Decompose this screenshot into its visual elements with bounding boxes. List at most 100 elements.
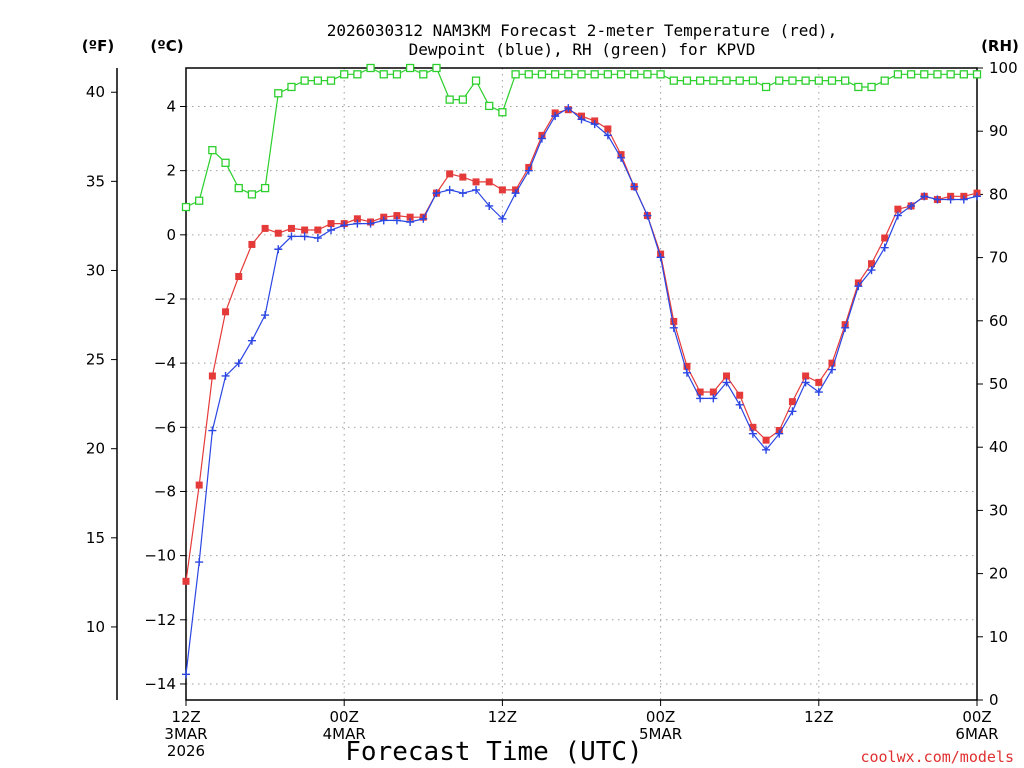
rh-point	[234, 183, 243, 193]
fahrenheit-tick-label: 35	[86, 172, 105, 190]
dewpoint-point	[933, 195, 942, 204]
dewpoint-point	[221, 371, 230, 380]
dewpoint-point	[643, 211, 652, 220]
rh-point	[419, 70, 428, 79]
x-axis-title: Forecast Time (UTC)	[345, 737, 642, 767]
temperature-point	[459, 173, 467, 181]
rh-point	[537, 70, 547, 79]
rh-tick-label: 80	[989, 185, 1008, 203]
dewpoint-point	[498, 214, 507, 223]
rh-tick-label: 90	[989, 122, 1008, 140]
celsius-tick-label: −14	[144, 675, 176, 693]
dewpoint-point	[867, 266, 876, 275]
temperature-point	[195, 481, 203, 489]
rh-point	[880, 76, 889, 85]
rh-point	[458, 95, 468, 104]
dewpoint-point	[946, 195, 955, 204]
x-tick-label: 00Z	[330, 708, 359, 726]
dewpoint-point	[353, 219, 362, 228]
rh-point	[735, 76, 744, 85]
dewpoint-point	[617, 153, 626, 162]
dewpoint-point	[907, 201, 916, 210]
temperature-point	[709, 388, 717, 396]
rh-point	[564, 70, 573, 79]
series-dewpoint	[182, 104, 981, 679]
rh-point	[485, 101, 494, 111]
rh-point	[867, 82, 876, 92]
temperature-point	[498, 186, 506, 194]
temperature-point	[802, 372, 810, 380]
fahrenheit-tick-label: 30	[86, 261, 105, 279]
dewpoint-point	[182, 670, 190, 679]
dewpoint-point	[854, 282, 863, 291]
rh-point	[959, 70, 968, 79]
dewpoint-point	[379, 216, 388, 225]
rh-point	[906, 70, 916, 79]
rh-point	[366, 63, 375, 73]
temperature-point	[446, 170, 454, 178]
dewpoint-point	[709, 394, 718, 403]
temperature-point	[261, 224, 269, 232]
rh-point	[405, 63, 415, 73]
temperature-point	[894, 205, 902, 213]
dewpoint-point	[472, 185, 481, 194]
rh-point	[300, 76, 309, 85]
x-tick-label: 00Z	[962, 708, 991, 726]
temperature-point	[314, 226, 322, 234]
x-tick-label: 6MAR	[955, 725, 998, 743]
series-rh	[181, 63, 982, 212]
rh-point	[920, 70, 929, 79]
temperature-point	[696, 388, 704, 396]
rh-point	[274, 89, 283, 98]
rh-point	[181, 202, 191, 212]
temperature-point	[208, 372, 216, 380]
temperature-point	[353, 215, 361, 223]
rh-point	[630, 70, 639, 79]
rh-point	[326, 76, 336, 85]
dewpoint-point	[419, 214, 428, 223]
rh-point	[260, 183, 270, 193]
rh-point	[933, 70, 942, 79]
dewpoint-point	[590, 120, 599, 129]
dewpoint-point	[630, 182, 639, 191]
rh-point	[208, 146, 217, 155]
dewpoint-point	[432, 189, 441, 198]
celsius-tick-label: −4	[154, 354, 176, 372]
fahrenheit-tick-label: 25	[86, 351, 105, 369]
dewpoint-point	[682, 368, 691, 377]
rh-point	[761, 82, 771, 92]
series-line	[185, 109, 978, 582]
rh-point	[682, 76, 692, 85]
x-tick-label: 2026	[167, 742, 205, 760]
rh-point	[788, 76, 797, 85]
dewpoint-point	[445, 185, 454, 194]
temperature-point	[248, 240, 256, 248]
rh-point	[841, 76, 850, 85]
fahrenheit-tick-label: 10	[86, 618, 105, 636]
temperature-point	[406, 213, 414, 221]
temperature-point	[868, 260, 876, 268]
temperature-point	[393, 212, 401, 220]
celsius-tick-label: 4	[166, 97, 176, 115]
dewpoint-point	[247, 336, 256, 345]
dewpoint-point	[261, 311, 270, 320]
dewpoint-point	[406, 217, 415, 226]
rh-tick-label: 60	[989, 312, 1008, 330]
plot-frame	[185, 67, 978, 701]
dewpoint-point	[814, 388, 823, 397]
dewpoint-point	[234, 359, 243, 368]
temperature-point	[828, 359, 836, 367]
dewpoint-point	[656, 253, 665, 262]
rh-tick-label: 30	[989, 501, 1008, 519]
credit-text: coolwx.com/models	[860, 748, 1014, 766]
rh-point	[590, 70, 599, 79]
temperature-point	[485, 178, 493, 186]
chart-title: 2026030312 NAM3KM Forecast 2-meter Tempe…	[327, 21, 838, 59]
rh-point	[471, 76, 481, 85]
dewpoint-point	[485, 201, 494, 210]
dewpoint-point	[327, 226, 336, 235]
dewpoint-point	[603, 131, 612, 140]
dewpoint-point	[669, 323, 678, 332]
dewpoint-point	[893, 211, 902, 220]
